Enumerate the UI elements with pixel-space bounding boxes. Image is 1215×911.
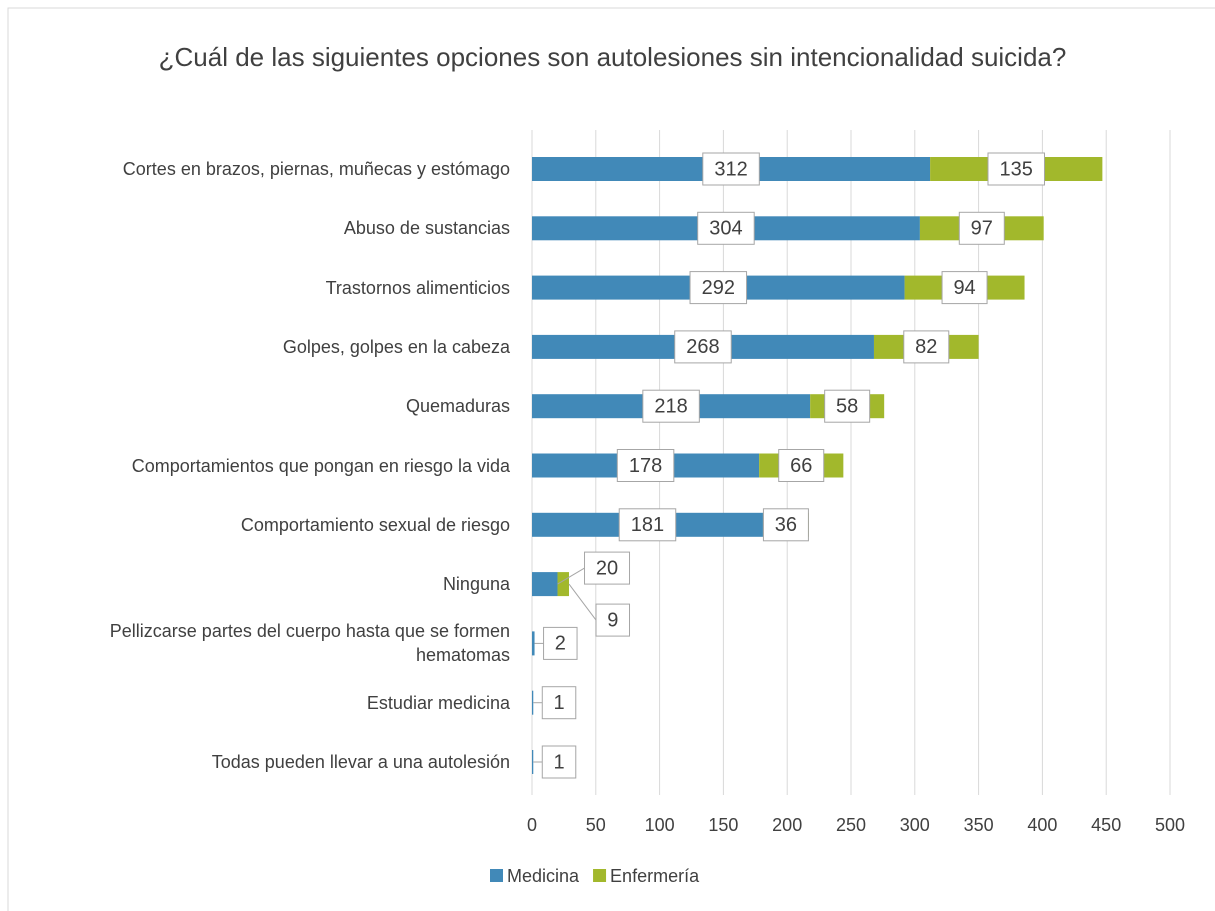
data-label: 268 <box>686 336 719 358</box>
x-tick-label: 300 <box>900 815 930 835</box>
data-label-box <box>595 603 631 637</box>
data-label: 20 <box>596 557 618 579</box>
bar <box>532 750 534 774</box>
data-label-box <box>541 745 577 779</box>
bar <box>532 572 558 597</box>
data-label-box <box>697 211 755 245</box>
x-tick-label: 450 <box>1091 815 1121 835</box>
data-label-box <box>642 389 700 423</box>
y-tick-label: Ninguna <box>442 574 510 595</box>
data-label: 304 <box>709 218 742 240</box>
chart-frame <box>7 7 1215 911</box>
data-label: 9 <box>607 609 618 631</box>
data-label: 66 <box>790 455 812 477</box>
data-label: 82 <box>915 336 937 358</box>
x-tick-label: 0 <box>527 815 537 835</box>
data-label: 292 <box>702 277 735 299</box>
data-label: 58 <box>836 395 858 417</box>
y-tick-label: Pellizcarse partes del cuerpo hasta que … <box>109 621 510 666</box>
data-label: 2 <box>555 633 566 655</box>
x-tick-label: 50 <box>586 815 606 835</box>
y-tick-label: Todas pueden llevar a una autolesión <box>211 752 510 772</box>
data-label: 36 <box>775 514 797 536</box>
data-label: 181 <box>631 514 664 536</box>
data-label-box <box>903 330 950 364</box>
data-label-box <box>778 449 825 482</box>
x-tick-label: 400 <box>1027 815 1057 835</box>
y-tick-label: Golpes, golpes en la cabeza <box>282 336 510 357</box>
legend-label: Enfermería <box>610 866 700 886</box>
data-label-box <box>762 508 809 542</box>
y-tick-label: Estudiar medicina <box>366 692 510 713</box>
data-label: 1 <box>553 692 564 714</box>
data-label: 178 <box>629 455 662 477</box>
data-label-box <box>824 389 871 423</box>
chart-title: ¿Cuál de las siguientes opciones son aut… <box>158 42 1067 72</box>
x-tick-label: 500 <box>1155 815 1185 835</box>
x-tick-label: 250 <box>836 815 866 835</box>
data-label: 94 <box>953 277 975 299</box>
leader-line <box>568 583 597 621</box>
data-label-box <box>941 271 988 305</box>
data-label: 312 <box>714 158 747 180</box>
data-label-box <box>618 508 677 542</box>
bar <box>557 572 570 597</box>
data-label-box <box>674 330 732 364</box>
legend-label: Medicina <box>507 866 580 886</box>
legend-swatch <box>490 869 503 882</box>
data-label-box <box>987 152 1045 186</box>
y-tick-label: Cortes en brazos, piernas, muñecas y est… <box>122 159 510 179</box>
bar <box>532 631 535 656</box>
data-label-box <box>543 626 578 660</box>
legend-swatch <box>593 869 607 882</box>
y-tick-label: Comportamiento sexual de riesgo <box>240 514 510 535</box>
x-tick-label: 200 <box>772 815 802 835</box>
x-tick-label: 350 <box>964 815 994 835</box>
y-tick-label: Comportamientos que pongan en riesgo la … <box>131 455 510 476</box>
data-label: 97 <box>971 218 993 240</box>
leader-line <box>557 567 585 585</box>
x-tick-label: 150 <box>708 815 738 835</box>
bar <box>532 690 534 715</box>
data-label-box <box>958 211 1005 245</box>
data-label-box <box>689 271 748 305</box>
data-label-box <box>616 449 675 482</box>
data-label: 135 <box>1000 158 1033 180</box>
data-label-box <box>541 686 577 720</box>
data-label: 218 <box>654 395 687 417</box>
y-tick-label: Quemaduras <box>405 396 510 417</box>
data-label-box <box>584 551 631 585</box>
y-tick-label: Trastornos alimenticios <box>325 277 510 298</box>
y-tick-label: Abuso de sustancias <box>343 218 510 239</box>
x-tick-label: 100 <box>645 815 675 835</box>
data-label-box <box>702 152 760 186</box>
data-label: 1 <box>553 751 564 773</box>
